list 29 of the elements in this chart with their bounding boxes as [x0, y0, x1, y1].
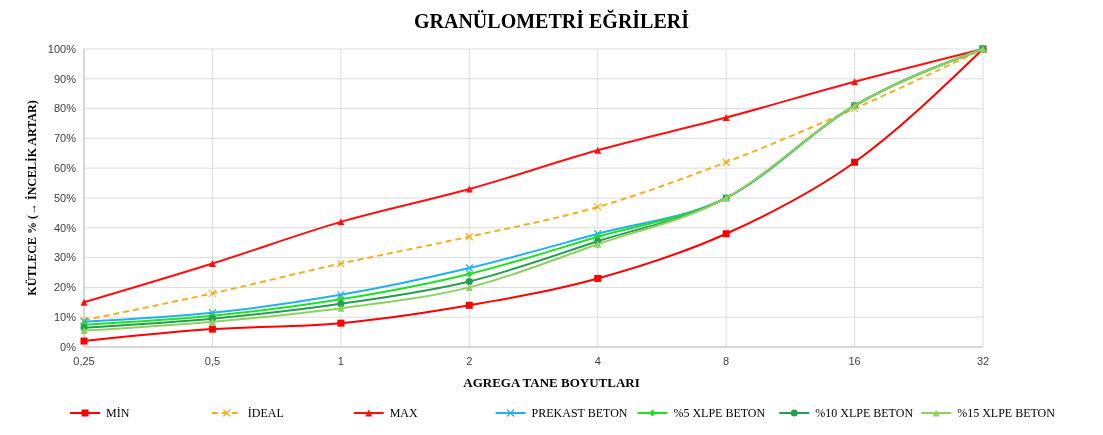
legend-label: PREKAST BETON	[531, 406, 628, 421]
y-tick-label: 100%	[47, 42, 77, 55]
x-tick-label: 0,5	[204, 355, 221, 367]
y-tick-label: 0%	[60, 340, 77, 353]
x-tick-label: 32	[976, 355, 990, 367]
legend-label: İDEAL	[247, 406, 284, 421]
y-tick-label: 50%	[53, 191, 77, 204]
y-tick-label: 10%	[53, 311, 77, 324]
legend-label: MİN	[106, 406, 130, 421]
y-tick-label: 20%	[53, 281, 77, 294]
legend-label: MAX	[389, 406, 419, 421]
x-tick-label: 1	[337, 355, 344, 367]
x-axis-title: AGREGA TANE BOYUTLARI	[463, 375, 640, 390]
y-tick-label: 60%	[53, 162, 77, 175]
y-tick-label: 70%	[53, 132, 77, 145]
chart-title: GRANÜLOMETRİ EĞRİLERİ	[413, 9, 690, 32]
legend-label: %10 XLPE BETON	[815, 406, 914, 421]
y-tick-label: 30%	[53, 251, 77, 264]
x-tick-label: 16	[848, 355, 861, 367]
y-tick-label: 40%	[53, 221, 77, 234]
x-tick-label: 8	[723, 355, 730, 367]
y-axis-title: KÜTLECE % (→ İNCELİK ARTAR)	[25, 100, 39, 296]
legend-label: %15 XLPE BETON	[957, 406, 1056, 421]
x-tick-label: 0,25	[73, 355, 95, 367]
y-tick-label: 80%	[53, 102, 77, 115]
x-tick-label: 2	[466, 355, 473, 367]
legend-label: %5 XLPE BETON	[673, 406, 766, 421]
y-tick-label: 90%	[53, 72, 77, 85]
x-tick-label: 4	[594, 355, 601, 367]
